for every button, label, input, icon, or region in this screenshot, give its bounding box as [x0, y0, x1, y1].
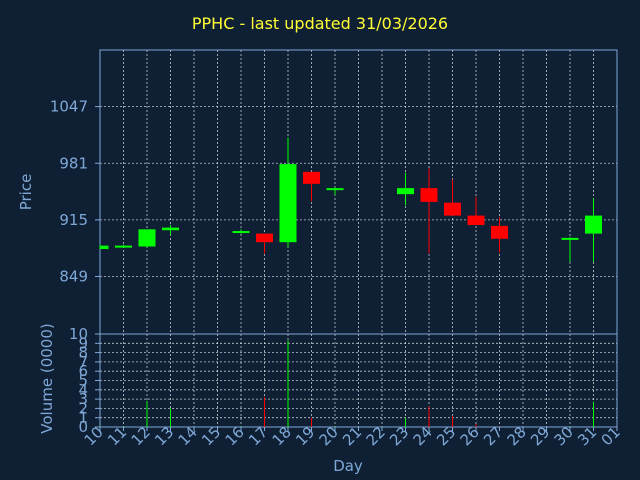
volume-tick-label: 7 — [78, 353, 88, 371]
volume-axis-label: Volume (0000) — [38, 323, 56, 433]
chart-title: PPHC - last updated 31/03/2026 — [191, 14, 449, 33]
volume-tick-label: 4 — [78, 381, 88, 399]
candle-body — [115, 245, 132, 248]
price-tick-label: 1047 — [50, 98, 88, 116]
candle-body — [561, 237, 579, 240]
volume-tick-label: 5 — [78, 372, 88, 390]
candle-body — [279, 164, 297, 243]
candle-body — [467, 215, 485, 226]
candle-body — [326, 188, 344, 191]
volume-tick-label: 1 — [78, 409, 88, 427]
price-tick-label: 981 — [59, 154, 88, 172]
candle-body — [138, 229, 156, 247]
volume-tick-label: 2 — [78, 399, 88, 417]
candle-body — [303, 171, 320, 184]
candle-body — [491, 225, 508, 239]
volume-tick-label: 8 — [78, 344, 88, 362]
volume-tick-label: 10 — [69, 325, 88, 343]
price-axis-label: Price — [17, 174, 35, 211]
candle-body — [232, 231, 250, 234]
volume-tick-label: 9 — [78, 334, 88, 352]
volume-tick-label: 0 — [78, 418, 88, 436]
price-tick-label: 915 — [59, 211, 88, 229]
x-axis-label: Day — [333, 457, 363, 475]
candle-body — [420, 188, 438, 202]
candle-body — [585, 215, 602, 234]
candle-body — [162, 227, 179, 231]
candle-body — [100, 245, 109, 250]
volume-tick-label: 6 — [78, 362, 88, 380]
candle-body — [397, 188, 414, 195]
candle-body — [256, 233, 273, 243]
volume-tick-label: 3 — [78, 390, 88, 408]
price-tick-label: 849 — [59, 268, 88, 286]
candle-body — [444, 202, 461, 216]
